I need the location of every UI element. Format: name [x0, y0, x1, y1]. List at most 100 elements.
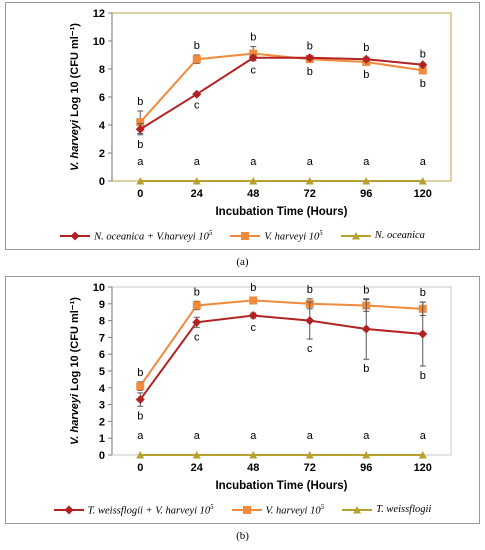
chart-0-series-2-significance-label: a: [420, 156, 427, 168]
chart-1-series-1-point: [192, 301, 201, 310]
chart-1-y-tick-label: 10: [93, 282, 105, 294]
chart-1-y-axis-label-rest: Log 10 (CFU ml⁻¹): [69, 297, 81, 394]
chart-1-legend-label-sup: 5: [320, 503, 325, 511]
chart-0-legend-swatch-1: [230, 231, 261, 240]
chart-1-x-tick-label: 48: [247, 462, 259, 474]
chart-0-series-0-point: [135, 124, 145, 134]
chart-0-series-0-significance-label: b: [137, 139, 143, 151]
chart-1-series-1-significance-label: b: [194, 286, 200, 298]
chart-1-series-1-point: [136, 382, 145, 391]
chart-0-legend-label-1: V. harveyi 105: [264, 229, 323, 243]
chart-0-x-tick-label: 48: [247, 188, 259, 200]
chart-0-y-tick-label: 12: [93, 8, 105, 20]
chart-1-series-2-significance-label: a: [194, 430, 201, 442]
chart-1-series-2-point: [418, 451, 427, 459]
chart-1-series-2-significance-label: a: [307, 430, 314, 442]
chart-1-series-2-significance-label: a: [420, 430, 427, 442]
chart-1-series-2-significance-label: a: [250, 430, 257, 442]
chart-1-legend-item-1: V. harveyi 105: [231, 503, 325, 517]
chart-1-legend-swatch-marker: [64, 505, 74, 515]
chart-0-series-2-significance-label: a: [250, 156, 257, 168]
chart-1-y-tick-label: 1: [99, 433, 105, 445]
chart-1-legend-label-sup: 5: [210, 503, 214, 511]
chart-1-series-0-point: [192, 317, 202, 327]
chart-0-series-0-significance-label: b: [420, 48, 426, 60]
chart-1-y-tick-label: 2: [99, 416, 105, 428]
chart-0-legend-item-0: N. oceanica + V.harveyi 105: [60, 229, 212, 243]
chart-0-y-tick-label: 6: [99, 92, 105, 104]
chart-1-series-2-point: [305, 451, 314, 459]
chart-1-legend-swatch-0: [53, 505, 84, 515]
chart-1-x-tick-label: 72: [304, 462, 316, 474]
chart-0-legend-label-sup: 5: [208, 229, 213, 237]
chart-b-legend: T. weissflogii + V. harveyi 105 V. harvey…: [6, 503, 479, 517]
chart-0-x-tick-label: 120: [414, 188, 432, 200]
chart-0-y-tick-label: 2: [99, 148, 105, 160]
chart-1-legend-swatch-1: [231, 505, 262, 514]
chart-0-series-2-significance-label: a: [137, 156, 144, 168]
chart-1-y-tick-label: 4: [99, 383, 106, 395]
chart-0-legend-swatch-marker: [351, 231, 360, 240]
chart-0-legend-swatch-marker: [241, 231, 250, 240]
chart-1-series-0-significance-label: c: [194, 331, 200, 343]
chart-1-series-2-point: [362, 451, 371, 459]
chart-1-series-0-point: [305, 316, 315, 326]
chart-1-legend-label-2: T. weissflogii: [376, 504, 432, 516]
chart-0-y-tick-label: 8: [99, 64, 105, 76]
chart-0-series-1-significance-label: b: [137, 96, 143, 108]
chart-0-x-tick-label: 72: [304, 188, 316, 200]
chart-1-series-0-significance-label: c: [251, 322, 257, 334]
chart-0-series-2-point: [305, 177, 314, 185]
chart-1-x-tick-label: 96: [360, 462, 372, 474]
chart-1-series-0-point: [248, 311, 258, 321]
chart-panel-a: 0 2 4 6 8 10 12 0 24 48 72 96 120 Incubation Time (Ho…: [5, 2, 480, 250]
chart-1-plot-frame: [111, 286, 452, 456]
chart-0-y-axis-label-rest: Log 10 (CFU ml⁻¹): [69, 23, 81, 120]
chart-1-legend-label-0: T. weissflogii + V. harveyi 105: [87, 503, 214, 517]
chart-1-series-1-significance-label: b: [363, 285, 369, 297]
chart-0-series-1-significance-label: b: [194, 40, 200, 52]
chart-0-series-0-point: [361, 54, 371, 64]
chart-0-legend-label-2: N. oceanica: [374, 230, 425, 242]
chart-0-series-2-significance-label: a: [363, 156, 370, 168]
chart-0-legend-swatch-0: [60, 231, 91, 241]
chart-0-series-0-point: [192, 89, 202, 99]
chart-0-legend-item-2: N. oceanica: [340, 229, 425, 243]
chart-0-series-1-significance-label: b: [250, 32, 256, 44]
chart-1-y-tick-label: 3: [99, 400, 105, 412]
chart-1-series-2-significance-label: a: [363, 430, 370, 442]
chart-0-legend-swatch-marker: [70, 231, 80, 241]
chart-0-series-1-line: [139, 52, 423, 123]
chart-0-series-0-significance-label: c: [194, 100, 200, 112]
chart-a-legend: N. oceanica + V.harveyi 105 V. harveyi 10…: [6, 229, 479, 243]
chart-1-series-1-line: [139, 299, 423, 387]
caption-b: (b): [236, 530, 249, 542]
chart-0-series-0-point: [418, 60, 428, 70]
chart-1-legend-label-1: V. harveyi 105: [265, 503, 325, 517]
chart-0-series-2-significance-label: a: [194, 156, 201, 168]
chart-1-x-tick-label: 120: [414, 462, 432, 474]
chart-1-series-0-significance-label: c: [307, 343, 313, 355]
chart-1-series-2-point: [249, 451, 258, 459]
chart-0-series-1-point: [192, 55, 201, 64]
chart-1-series-2-point: [136, 451, 145, 459]
chart-0-series-2-significance-label: a: [307, 156, 314, 168]
chart-1-series-1-significance-label: b: [137, 367, 143, 379]
chart-1-y-tick-label: 6: [99, 349, 105, 361]
chart-0-series-2-point: [362, 177, 371, 185]
chart-1-y-tick-label: 0: [99, 450, 105, 462]
chart-1-series-1-significance-label: b: [420, 287, 426, 299]
chart-0-series-1-point: [418, 66, 427, 75]
chart-0-legend-swatch-2: [340, 231, 371, 240]
chart-panel-b: 0 1 2 3 4 5 6 7 8 9 10 0 24 48 72 96 120 Incubation Time …: [5, 276, 480, 524]
chart-0-series-1-significance-label: b: [307, 66, 313, 78]
chart-1-y-tick-label: 8: [99, 316, 105, 328]
chart-0-series-2-point: [192, 177, 201, 185]
chart-0-series-2-point: [249, 177, 258, 185]
chart-0-series-0-point: [305, 53, 315, 63]
chart-0-legend-item-1: V. harveyi 105: [230, 229, 323, 243]
chart-0-series-0-line: [139, 56, 423, 131]
chart-1-x-tick-label: 24: [191, 462, 204, 474]
chart-0-x-tick-label: 24: [191, 188, 204, 200]
